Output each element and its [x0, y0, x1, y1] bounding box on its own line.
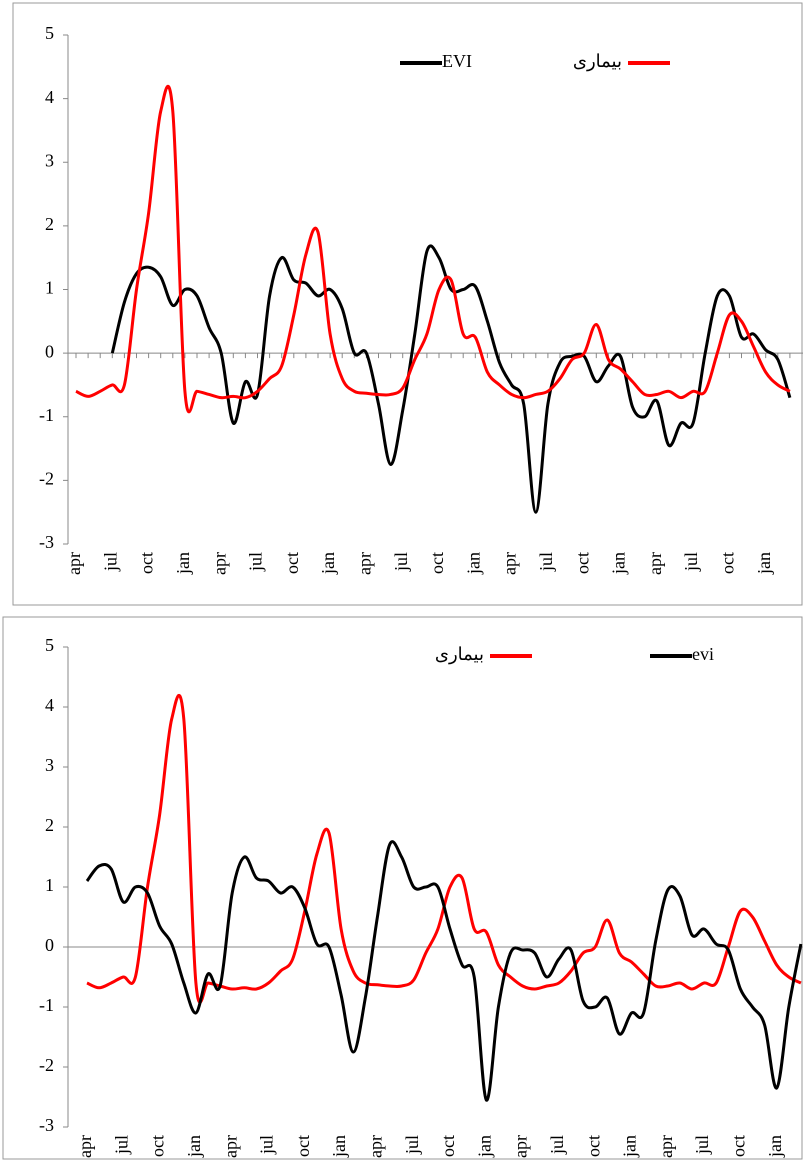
y-tick-label: 3	[45, 150, 54, 170]
x-tick-label: oct	[137, 552, 157, 574]
x-tick-label: apr	[220, 1135, 240, 1158]
x-tick-label: jul	[111, 1135, 131, 1155]
y-tick-label: 3	[45, 755, 54, 775]
series-line	[75, 84, 791, 414]
y-tick-label: 0	[45, 935, 54, 955]
y-tick-label: 4	[45, 695, 54, 715]
x-tick-label: oct	[572, 552, 592, 574]
series-line	[86, 693, 802, 1004]
x-tick-label: jan	[184, 1135, 204, 1158]
x-tick-label: apr	[75, 1135, 95, 1158]
series-line	[110, 244, 792, 514]
x-tick-label: jul	[681, 552, 701, 572]
x-tick-label: apr	[656, 1135, 676, 1158]
x-tick-label: jul	[257, 1135, 277, 1155]
x-tick-label: jul	[391, 552, 411, 572]
x-tick-label: oct	[148, 1135, 168, 1157]
legend-label: EVI	[442, 51, 472, 71]
x-tick-label: jan	[620, 1135, 640, 1158]
x-tick-label: jan	[474, 1135, 494, 1158]
x-tick-label: apr	[64, 552, 84, 575]
x-tick-label: oct	[293, 1135, 313, 1157]
y-tick-label: 2	[45, 815, 54, 835]
x-tick-label: jul	[100, 552, 120, 572]
x-tick-label: oct	[427, 552, 447, 574]
y-tick-label: -2	[39, 1055, 54, 1075]
x-tick-label: jan	[318, 552, 338, 575]
y-tick-label: 1	[45, 278, 54, 298]
legend-label: بیماری	[573, 51, 622, 72]
x-tick-label: oct	[438, 1135, 458, 1157]
x-tick-label: jul	[536, 552, 556, 572]
x-tick-label: jan	[463, 552, 483, 575]
x-tick-label: apr	[209, 552, 229, 575]
x-tick-label: apr	[500, 552, 520, 575]
x-tick-label: apr	[511, 1135, 531, 1158]
legend-label: بیماری	[435, 644, 484, 665]
x-tick-label: jan	[173, 552, 193, 575]
x-tick-label: jul	[547, 1135, 567, 1155]
x-tick-label: jan	[754, 552, 774, 575]
y-tick-label: -1	[39, 995, 54, 1015]
y-tick-label: 4	[45, 87, 54, 107]
y-tick-label: -3	[39, 532, 54, 552]
x-tick-label: jul	[692, 1135, 712, 1155]
chart-frame	[12, 2, 803, 606]
y-tick-label: 1	[45, 875, 54, 895]
x-tick-label: oct	[282, 552, 302, 574]
x-tick-label: apr	[366, 1135, 386, 1158]
y-tick-label: 0	[45, 341, 54, 361]
x-tick-label: jan	[329, 1135, 349, 1158]
y-tick-label: -1	[39, 405, 54, 425]
x-tick-label: jul	[246, 552, 266, 572]
x-tick-label: apr	[645, 552, 665, 575]
x-tick-label: jan	[765, 1135, 785, 1158]
series-line	[85, 840, 803, 1102]
x-tick-label: oct	[718, 552, 738, 574]
x-tick-label: oct	[729, 1135, 749, 1157]
x-tick-label: jan	[609, 552, 629, 575]
chart-frame	[2, 616, 803, 1160]
y-tick-label: 5	[45, 635, 54, 655]
x-tick-label: apr	[355, 552, 375, 575]
y-tick-label: 5	[45, 23, 54, 43]
y-tick-label: -2	[39, 469, 54, 489]
legend-label: evi	[692, 644, 714, 664]
x-tick-label: jul	[402, 1135, 422, 1155]
y-tick-label: -3	[39, 1115, 54, 1135]
y-tick-label: 2	[45, 214, 54, 234]
x-tick-label: oct	[583, 1135, 603, 1157]
